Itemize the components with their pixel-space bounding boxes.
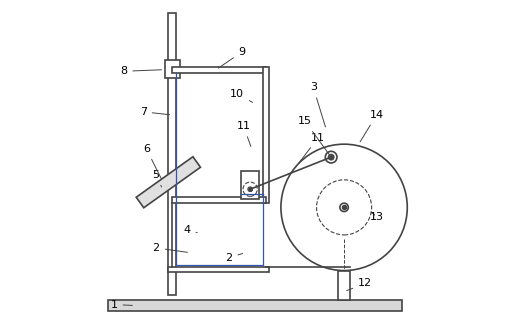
Circle shape	[325, 151, 336, 163]
Bar	[263, 67, 269, 202]
Circle shape	[280, 144, 407, 271]
Text: 4: 4	[183, 225, 197, 235]
Bar	[168, 267, 269, 272]
Circle shape	[247, 187, 252, 191]
Bar	[241, 171, 259, 199]
Bar	[172, 197, 266, 202]
Text: 7: 7	[139, 107, 169, 117]
Bar	[164, 60, 180, 78]
Circle shape	[328, 155, 333, 160]
Text: 5: 5	[152, 170, 161, 187]
Text: 14: 14	[359, 110, 383, 142]
Text: 1: 1	[110, 300, 132, 309]
Text: 2: 2	[152, 243, 187, 253]
Text: 12: 12	[346, 279, 372, 291]
Text: 10: 10	[230, 89, 252, 102]
Bar	[107, 300, 402, 311]
Text: 11: 11	[236, 122, 250, 146]
Text: 13: 13	[369, 212, 383, 222]
Text: 6: 6	[143, 144, 161, 179]
Text: 9: 9	[218, 47, 245, 68]
Text: 3: 3	[309, 83, 325, 127]
Text: 8: 8	[120, 66, 161, 76]
Bar	[168, 13, 176, 295]
Text: 11: 11	[298, 133, 325, 163]
Bar	[172, 67, 266, 73]
Text: 15: 15	[298, 117, 329, 155]
Circle shape	[316, 180, 371, 235]
Text: 2: 2	[225, 253, 242, 262]
Circle shape	[242, 182, 257, 196]
Polygon shape	[136, 157, 200, 208]
Bar	[337, 271, 349, 300]
Circle shape	[339, 203, 348, 212]
